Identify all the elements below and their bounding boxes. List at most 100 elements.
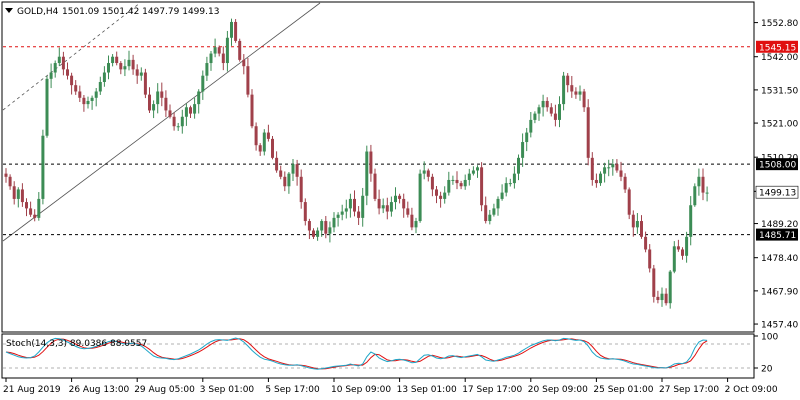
candle	[193, 97, 197, 119]
price-tick-label: 1457.40	[761, 321, 798, 331]
candle	[250, 89, 254, 129]
candle	[148, 87, 151, 114]
candle	[115, 51, 119, 66]
candle	[619, 161, 623, 182]
time-tick-label: 29 Aug 05:00	[134, 385, 195, 395]
candle	[410, 207, 414, 231]
candle	[217, 45, 221, 57]
svg-text:1485.71: 1485.71	[759, 231, 796, 241]
candle	[201, 70, 205, 100]
candle	[676, 239, 680, 252]
candle	[164, 90, 168, 118]
candle	[213, 38, 217, 58]
candle	[242, 54, 246, 75]
candle	[685, 231, 689, 263]
stochastic-label: Stoch(14,3,3) 89.0386 88.0557	[6, 339, 147, 349]
candle	[701, 168, 705, 201]
candle	[221, 46, 225, 71]
candle	[57, 47, 61, 67]
candle	[316, 227, 320, 241]
time-tick-label: 20 Sep 09:00	[528, 385, 588, 395]
candle	[307, 218, 311, 240]
candle	[623, 173, 627, 193]
candle	[287, 171, 291, 194]
candle	[49, 63, 53, 89]
trendline-lower[interactable]	[2, 2, 321, 242]
candle	[225, 30, 229, 72]
dropdown-triangle-icon[interactable]	[5, 8, 13, 13]
svg-text:1508.00: 1508.00	[759, 161, 796, 171]
candle	[451, 175, 455, 185]
candle	[607, 159, 611, 177]
price-tick-label: 1552.80	[761, 19, 798, 29]
candle	[238, 38, 242, 62]
candle	[127, 50, 131, 71]
candle	[574, 87, 578, 99]
candle	[398, 193, 402, 204]
candle	[644, 231, 648, 253]
candle	[41, 129, 45, 205]
candle	[439, 191, 443, 208]
candle	[467, 168, 471, 186]
candle	[303, 198, 307, 226]
trendline-upper[interactable]	[2, 2, 141, 111]
candle	[156, 83, 160, 114]
price-tick-label: 1467.90	[761, 287, 798, 297]
candle	[123, 59, 127, 77]
candle	[533, 111, 537, 124]
time-tick-label: 25 Sep 01:00	[593, 385, 653, 395]
price-level-label: 1545.15	[756, 40, 798, 53]
candle	[295, 159, 299, 186]
candle	[189, 105, 192, 119]
candle	[172, 112, 176, 131]
price-tick-label: 1521.00	[761, 120, 798, 130]
candle	[365, 145, 369, 206]
candle	[78, 85, 82, 102]
time-tick-label: 17 Sep 17:00	[462, 385, 522, 395]
time-tick-label: 26 Aug 13:00	[69, 385, 130, 395]
price-tick-label: 1531.50	[761, 86, 798, 96]
candle	[336, 212, 340, 227]
price-level-label: 1499.13	[755, 185, 799, 199]
candle	[517, 154, 520, 181]
candle	[180, 109, 184, 134]
candle	[344, 199, 348, 219]
candle	[443, 186, 447, 204]
candle	[111, 54, 115, 67]
candle	[381, 198, 385, 214]
candle	[353, 190, 356, 217]
candle	[258, 143, 262, 156]
candle	[135, 64, 139, 84]
candle	[312, 228, 315, 239]
candle	[500, 184, 504, 201]
candle	[70, 72, 74, 95]
candle	[492, 203, 496, 217]
candle	[660, 287, 664, 307]
chart-header: GOLD,H4 1501.09 1501.42 1497.79 1499.13	[5, 7, 219, 17]
level-lines[interactable]	[3, 46, 753, 236]
candle	[152, 100, 156, 119]
candle	[640, 215, 643, 239]
stoch-signal-line	[5, 338, 708, 370]
candle	[496, 196, 500, 216]
candle	[480, 162, 484, 212]
level-labels: 1545.15 1508.00 1499.13 1485.71	[755, 40, 799, 241]
candle	[590, 152, 594, 186]
candle	[697, 168, 701, 196]
candle	[139, 67, 143, 81]
candle	[484, 196, 488, 224]
candle	[586, 99, 590, 166]
svg-text:1499.13: 1499.13	[759, 189, 796, 199]
candle	[348, 193, 352, 218]
candle	[414, 217, 418, 234]
candle	[377, 189, 381, 215]
trendline-group[interactable]	[2, 2, 321, 242]
time-tick-label: 27 Sep 17:00	[659, 385, 719, 395]
candle	[299, 169, 303, 209]
candle	[119, 61, 123, 75]
candle	[61, 51, 65, 76]
candle	[635, 213, 639, 234]
candle	[402, 193, 406, 218]
candle	[656, 290, 660, 304]
